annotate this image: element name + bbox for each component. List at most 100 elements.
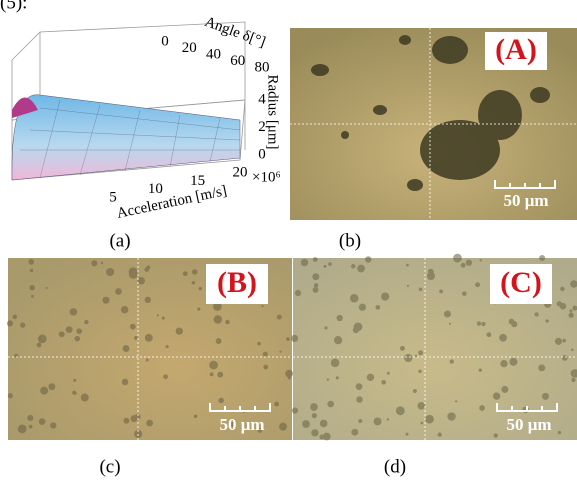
droplet [144, 267, 149, 272]
angle-label: Angle δ[°] [202, 14, 267, 51]
droplet [476, 321, 482, 326]
droplet [29, 268, 34, 273]
droplet [349, 293, 359, 303]
angle-tick-label: 60 [230, 53, 245, 69]
scale-label: 50 μm [503, 191, 548, 210]
droplet [312, 286, 319, 293]
droplet [447, 412, 456, 421]
droplet [570, 369, 577, 378]
radius-label: Radius [μm] [265, 74, 281, 149]
droplet [418, 369, 422, 374]
droplet [65, 326, 73, 334]
caption: (d) [384, 456, 406, 477]
header: (5): [0, 0, 27, 13]
droplet [492, 392, 501, 400]
droplet [37, 334, 47, 344]
droplet [29, 284, 35, 291]
droplet [175, 327, 183, 335]
droplet [366, 373, 375, 382]
droplet [322, 432, 331, 441]
droplet [287, 376, 291, 380]
droplet [209, 372, 214, 377]
droplet [290, 334, 299, 343]
droplet [358, 303, 367, 311]
droplet [262, 351, 268, 357]
droplet [311, 413, 317, 419]
droplet [144, 333, 153, 342]
droplet [38, 418, 46, 425]
droplet [499, 333, 507, 342]
droplet [310, 403, 318, 411]
panel-tag: (B) [217, 266, 257, 299]
droplet [191, 269, 198, 275]
droplet [330, 358, 340, 368]
droplet [286, 337, 290, 341]
droplet [274, 401, 280, 407]
droplet [454, 400, 458, 403]
droplet [225, 319, 230, 325]
surface-plot [11, 21, 246, 181]
droplet [122, 345, 130, 353]
droplet [276, 314, 282, 320]
droplet [406, 284, 409, 287]
droplet [561, 354, 568, 361]
droplet [115, 288, 122, 295]
droplet [263, 364, 269, 370]
droplet [28, 258, 35, 265]
droplet [102, 296, 110, 304]
angle-tick-label: 0 [161, 33, 169, 49]
droplet [50, 422, 57, 429]
droplet [357, 264, 365, 273]
droplet [300, 258, 309, 267]
droplet [74, 335, 81, 342]
droplet [182, 271, 188, 277]
droplet [534, 312, 539, 317]
angle-tick-label: 80 [255, 59, 270, 75]
droplet [213, 315, 223, 324]
acceleration-tick-label: 5 [109, 189, 117, 205]
droplet [191, 280, 196, 285]
droplet [355, 383, 363, 390]
caption: (a) [109, 230, 130, 251]
droplet [163, 374, 168, 380]
droplet [165, 345, 169, 349]
droplet [395, 406, 405, 416]
droplet [12, 314, 18, 320]
droplet [120, 306, 129, 314]
angle-tick-label: 40 [206, 46, 221, 62]
droplet [326, 378, 330, 381]
droplet [294, 289, 302, 297]
droplet [386, 418, 390, 421]
droplet [323, 264, 327, 268]
droplet [453, 253, 462, 263]
droplet [560, 286, 565, 292]
droplet [412, 389, 417, 394]
droplet [313, 283, 319, 288]
droplet [193, 414, 198, 419]
droplet [218, 397, 224, 404]
acceleration-label: Acceleration [m/s] [115, 183, 228, 222]
droplet [568, 312, 574, 318]
droplet [569, 309, 573, 313]
droplet [6, 320, 14, 327]
droplet [437, 432, 442, 437]
droplet [128, 267, 138, 277]
droplet [30, 294, 34, 298]
scale-label: 50 μm [506, 415, 551, 434]
droplet [404, 353, 413, 363]
droplet [425, 414, 434, 424]
droplet [328, 262, 332, 266]
droplet [279, 422, 288, 431]
droplet [197, 307, 201, 311]
droplet [386, 371, 390, 375]
droplet [439, 289, 444, 294]
radius-tick-label: 0 [258, 146, 266, 162]
droplet [493, 433, 498, 438]
droplet [399, 345, 405, 351]
droplet [481, 321, 486, 327]
droplet [257, 341, 261, 346]
surface-edge [12, 97, 38, 118]
droplet [443, 310, 451, 318]
droplet [123, 417, 130, 424]
droplet [500, 359, 508, 368]
